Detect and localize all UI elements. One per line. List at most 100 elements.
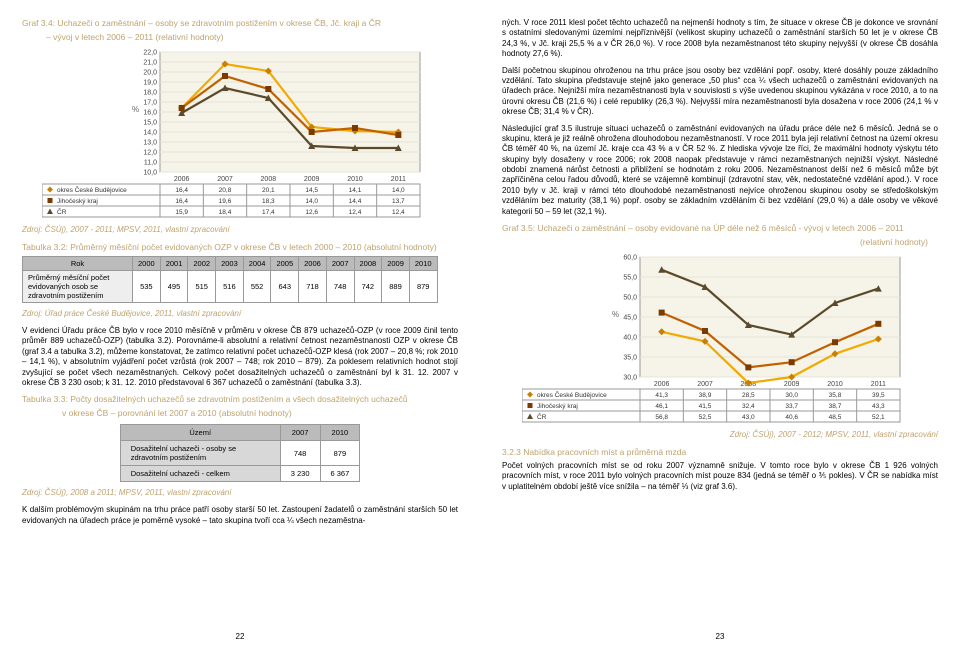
page-number-right: 23: [716, 632, 725, 641]
svg-text:18,3: 18,3: [262, 198, 275, 205]
source-3: Zdroj: ČSÚj), 2008 a 2011; MPSV, 2011, v…: [22, 488, 458, 497]
table-cell: 748: [280, 441, 320, 466]
graf35-title: Graf 3.5: Uchazeči o zaměstnání – osoby …: [502, 223, 938, 233]
svg-text:48,5: 48,5: [829, 414, 842, 421]
svg-text:52,5: 52,5: [699, 414, 712, 421]
svg-text:15,9: 15,9: [175, 209, 188, 216]
svg-text:2011: 2011: [391, 176, 406, 183]
svg-text:2011: 2011: [871, 381, 886, 388]
svg-text:46,1: 46,1: [655, 403, 668, 410]
para-r4: Počet volných pracovních míst se od roku…: [502, 461, 938, 492]
page-right: ných. V roce 2011 klesl počet těchto uch…: [480, 0, 960, 647]
chart-34: 10,011,012,013,014,015,016,017,018,019,0…: [42, 48, 426, 219]
tab32-title: Tabulka 3.2: Průměrný měsíční počet evid…: [22, 242, 458, 252]
svg-text:14,0: 14,0: [392, 187, 405, 194]
table-cell: 718: [299, 271, 327, 303]
svg-text:16,4: 16,4: [175, 198, 188, 205]
para-r2: Další početnou skupinou ohroženou na trh…: [502, 66, 938, 118]
svg-text:35,8: 35,8: [829, 392, 842, 399]
svg-text:2006: 2006: [654, 381, 670, 388]
para-r3: Následující graf 3.5 ilustruje situaci u…: [502, 124, 938, 218]
graf35-sub: (relativní hodnoty): [526, 237, 928, 247]
svg-text:10,0: 10,0: [143, 170, 157, 177]
svg-text:20,0: 20,0: [143, 70, 157, 77]
svg-text:22,0: 22,0: [143, 50, 157, 57]
table-32: Rok2000200120022003200420052006200720082…: [22, 256, 438, 303]
svg-text:%: %: [132, 105, 139, 114]
table-cell: 643: [271, 271, 299, 303]
svg-text:Jihočeský kraj: Jihočeský kraj: [537, 403, 578, 410]
svg-text:12,6: 12,6: [305, 209, 318, 216]
table-header: 2003: [216, 257, 244, 271]
svg-text:39,5: 39,5: [872, 392, 885, 399]
svg-text:40,0: 40,0: [623, 335, 637, 342]
svg-text:20,8: 20,8: [219, 187, 232, 194]
svg-text:17,4: 17,4: [262, 209, 275, 216]
svg-text:16,0: 16,0: [143, 110, 157, 117]
table-header: 2010: [409, 257, 437, 271]
table-cell: 535: [133, 271, 161, 303]
page-left: Graf 3.4: Uchazeči o zaměstnání – osoby …: [0, 0, 480, 647]
table-row-label: Dosažitelní uchazeči - celkem: [120, 466, 280, 482]
svg-text:2008: 2008: [261, 176, 277, 183]
svg-text:35,0: 35,0: [623, 355, 637, 362]
table-33: Území20072010Dosažitelní uchazeči - osob…: [120, 424, 361, 482]
para-1: V evidenci Úřadu práce ČB bylo v roce 20…: [22, 326, 458, 388]
svg-text:Jihočeský kraj: Jihočeský kraj: [57, 198, 98, 205]
svg-text:30,0: 30,0: [623, 375, 637, 382]
svg-text:%: %: [612, 310, 619, 319]
table-cell: 3 230: [280, 466, 320, 482]
para-r1: ných. V roce 2011 klesl počet těchto uch…: [502, 18, 938, 60]
svg-text:19,6: 19,6: [219, 198, 232, 205]
svg-text:18,0: 18,0: [143, 90, 157, 97]
svg-text:56,8: 56,8: [655, 414, 668, 421]
table-cell: 6 367: [320, 466, 360, 482]
table-header: 2000: [133, 257, 161, 271]
svg-text:14,1: 14,1: [349, 187, 362, 194]
table-header: Rok: [23, 257, 133, 271]
svg-text:28,5: 28,5: [742, 392, 755, 399]
source-2: Zdroj: Úřad práce České Budějovice, 2011…: [22, 309, 458, 318]
svg-text:20,1: 20,1: [262, 187, 275, 194]
svg-text:55,0: 55,0: [623, 275, 637, 282]
table-cell: 879: [409, 271, 437, 303]
svg-text:2007: 2007: [697, 381, 713, 388]
table-row-label: Dosažitelní uchazeči - osoby se zdravotn…: [120, 441, 280, 466]
svg-text:60,0: 60,0: [623, 255, 637, 262]
svg-text:19,0: 19,0: [143, 80, 157, 87]
para-2: K dalším problémovým skupinám na trhu pr…: [22, 505, 458, 526]
svg-text:2009: 2009: [304, 176, 320, 183]
table-header: 2007: [326, 257, 354, 271]
svg-text:13,0: 13,0: [143, 140, 157, 147]
svg-text:2010: 2010: [827, 381, 843, 388]
table-cell: 748: [326, 271, 354, 303]
table-cell: 742: [354, 271, 382, 303]
svg-text:38,7: 38,7: [829, 403, 842, 410]
tab33-sub: v okrese ČB – porovnání let 2007 a 2010 …: [62, 408, 458, 418]
table-header: 2008: [354, 257, 382, 271]
table-cell: 889: [382, 271, 410, 303]
svg-text:18,4: 18,4: [219, 209, 232, 216]
svg-text:43,0: 43,0: [742, 414, 755, 421]
svg-text:okres České Budějovice: okres České Budějovice: [537, 390, 607, 399]
svg-text:14,0: 14,0: [143, 130, 157, 137]
svg-text:38,9: 38,9: [699, 392, 712, 399]
table-header: 2005: [271, 257, 299, 271]
subhead-323: 3.2.3 Nabídka pracovních míst a průměrná…: [502, 447, 938, 457]
svg-text:2010: 2010: [347, 176, 363, 183]
graf34-title: Graf 3.4: Uchazeči o zaměstnání – osoby …: [22, 18, 458, 28]
source-1: Zdroj: ČSÚj), 2007 - 2011; MPSV, 2011, v…: [22, 225, 458, 234]
svg-text:43,3: 43,3: [872, 403, 885, 410]
svg-text:33,7: 33,7: [785, 403, 798, 410]
svg-text:52,1: 52,1: [872, 414, 885, 421]
svg-text:11,0: 11,0: [144, 160, 157, 167]
svg-text:ČR: ČR: [57, 207, 67, 216]
svg-text:2009: 2009: [784, 381, 800, 388]
svg-text:2007: 2007: [217, 176, 233, 183]
table-header: 2004: [243, 257, 271, 271]
svg-text:41,5: 41,5: [699, 403, 712, 410]
table-row-label: Průměrný měsíční počet evidovaných osob …: [23, 271, 133, 303]
svg-text:okres České Budějovice: okres České Budějovice: [57, 185, 127, 194]
svg-text:ČR: ČR: [537, 412, 547, 421]
chart-35: 30,035,040,045,050,055,060,0%20062007200…: [522, 253, 906, 424]
